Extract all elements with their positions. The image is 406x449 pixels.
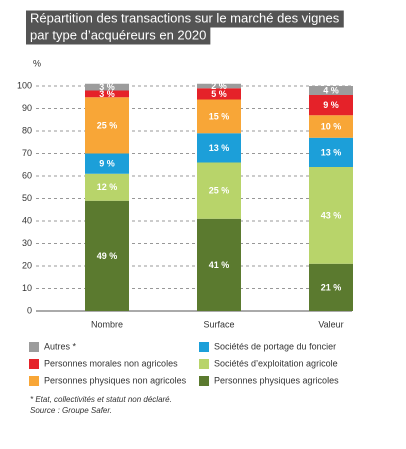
- x-tick-label: Valeur: [318, 319, 343, 329]
- legend-swatch: [29, 376, 39, 386]
- data-label: 3 %: [99, 89, 115, 99]
- title-background: [26, 10, 344, 28]
- footnote: * Etat, collectivités et statut non décl…: [30, 395, 172, 404]
- legend-swatch: [199, 359, 209, 369]
- bar-segment: [309, 137, 353, 167]
- y-tick-label: 70: [22, 148, 32, 158]
- data-label: 5 %: [211, 89, 227, 99]
- y-tick-label: 30: [22, 238, 32, 248]
- data-label: 43 %: [321, 210, 342, 220]
- data-label: 13 %: [321, 147, 342, 157]
- legend-swatch: [199, 342, 209, 352]
- bar-segment: [197, 88, 241, 100]
- bar-segment: [85, 153, 129, 174]
- y-tick-label: 80: [22, 125, 32, 135]
- data-label: 12 %: [97, 182, 118, 192]
- data-label: 9 %: [323, 100, 339, 110]
- data-label: 21 %: [321, 282, 342, 292]
- bar-segment: [85, 83, 129, 91]
- bar-segment: [197, 83, 241, 89]
- legend-label: Autres *: [44, 341, 77, 351]
- data-label: 4 %: [323, 85, 339, 95]
- legend-label: Sociétés de portage du foncier: [214, 341, 336, 351]
- bar-segment: [309, 115, 353, 138]
- legend-label: Sociétés d’exploitation agricole: [214, 358, 338, 368]
- y-axis-label: %: [33, 58, 41, 68]
- bar-segment: [197, 162, 241, 219]
- data-label: 41 %: [209, 260, 230, 270]
- y-tick-label: 10: [22, 283, 32, 293]
- bar-segment: [309, 95, 353, 116]
- y-tick-label: 50: [22, 193, 32, 203]
- bar-segment: [85, 173, 129, 201]
- y-tick-label: 40: [22, 215, 32, 225]
- y-tick-label: 90: [22, 103, 32, 113]
- data-label: 3 %: [99, 82, 115, 92]
- bar-segment: [309, 263, 353, 311]
- legend-swatch: [29, 342, 39, 352]
- data-label: 2 %: [211, 81, 227, 91]
- bar-segment: [197, 99, 241, 134]
- bar-segment: [85, 90, 129, 98]
- bar-segment: [309, 86, 353, 95]
- data-label: 49 %: [97, 251, 118, 261]
- chart-title: par type d’acquéreurs en 2020: [30, 27, 206, 42]
- data-label: 15 %: [209, 111, 230, 121]
- y-tick-label: 20: [22, 260, 32, 270]
- y-tick-label: 60: [22, 170, 32, 180]
- bar-segment: [309, 167, 353, 264]
- x-tick-label: Nombre: [91, 319, 123, 329]
- title-group: Répartition des transactions sur le marc…: [26, 10, 344, 45]
- x-tick-label: Surface: [203, 319, 234, 329]
- bar-segment: [85, 200, 129, 311]
- bar-segment: [197, 218, 241, 311]
- data-label: 25 %: [97, 120, 118, 130]
- data-label: 13 %: [209, 143, 230, 153]
- title-background: [26, 27, 211, 45]
- y-tick-label: 0: [27, 305, 32, 315]
- legend-swatch: [199, 376, 209, 386]
- legend-label: Personnes physiques non agricoles: [44, 375, 187, 385]
- bar-segment: [85, 97, 129, 154]
- data-label: 10 %: [321, 121, 342, 131]
- legend-swatch: [29, 359, 39, 369]
- legend-label: Personnes physiques agricoles: [214, 375, 339, 385]
- y-tick-label: 100: [17, 80, 32, 90]
- legend-label: Personnes morales non agricoles: [44, 358, 178, 368]
- chart-title: Répartition des transactions sur le marc…: [30, 10, 340, 25]
- data-label: 9 %: [99, 159, 115, 169]
- data-label: 25 %: [209, 186, 230, 196]
- source: Source : Groupe Safer.: [30, 406, 112, 415]
- bar-segment: [197, 133, 241, 163]
